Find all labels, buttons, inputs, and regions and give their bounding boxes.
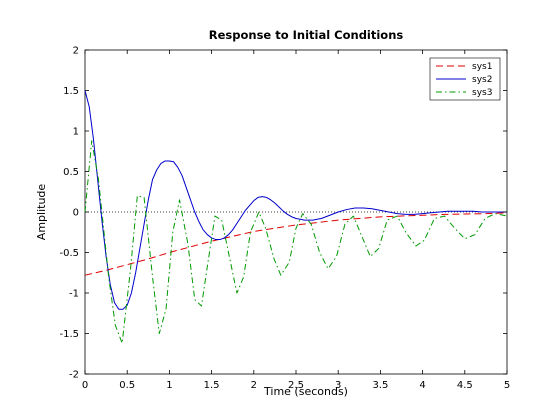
x-tick-label: 1.5: [204, 380, 220, 391]
legend-label-sys3: sys3: [472, 88, 492, 98]
x-tick-label: 5: [504, 380, 510, 391]
x-tick-label: 1: [166, 380, 172, 391]
x-tick-label: 3.5: [372, 380, 388, 391]
legend-label-sys2: sys2: [472, 75, 492, 85]
series-line-sys3: [84, 140, 508, 344]
x-axis-title: Time (seconds): [263, 385, 348, 398]
y-tick-label: -0.5: [59, 248, 79, 259]
y-tick-label: -1: [69, 289, 79, 300]
y-axis-title: Amplitude: [35, 184, 48, 241]
legend: sys1 sys2 sys3: [429, 57, 501, 101]
x-tick-label: 0.5: [119, 380, 135, 391]
chart-title: Response to Initial Conditions: [209, 28, 404, 42]
y-tick-label: 2: [73, 46, 79, 57]
x-tick-label: 2.5: [288, 380, 304, 391]
y-tick-label: 1.5: [63, 86, 79, 97]
series-line-sys2: [84, 90, 507, 310]
y-tick-label: 0.5: [63, 167, 79, 178]
y-tick-label: 0: [73, 208, 79, 219]
x-tick-label: 3: [335, 380, 341, 391]
ticks-layer: 0 0.5 1 1.5 2 2.5 3 3.5 4 4.5 5 -2 -1.5 -1 -0.5 0 0.5 1 1.…: [59, 46, 510, 392]
series-line-sys1: [84, 212, 508, 276]
x-tick-label: 0: [82, 380, 88, 391]
y-tick-label: -1.5: [59, 329, 79, 340]
x-tick-label: 2: [251, 380, 257, 391]
x-tick-label: 4: [419, 380, 425, 391]
x-tick-label: 4.5: [457, 380, 473, 391]
series-layer: [84, 90, 508, 344]
y-tick-label: -2: [69, 370, 79, 381]
legend-label-sys1: sys1: [472, 62, 492, 72]
y-tick-label: 1: [73, 127, 79, 138]
